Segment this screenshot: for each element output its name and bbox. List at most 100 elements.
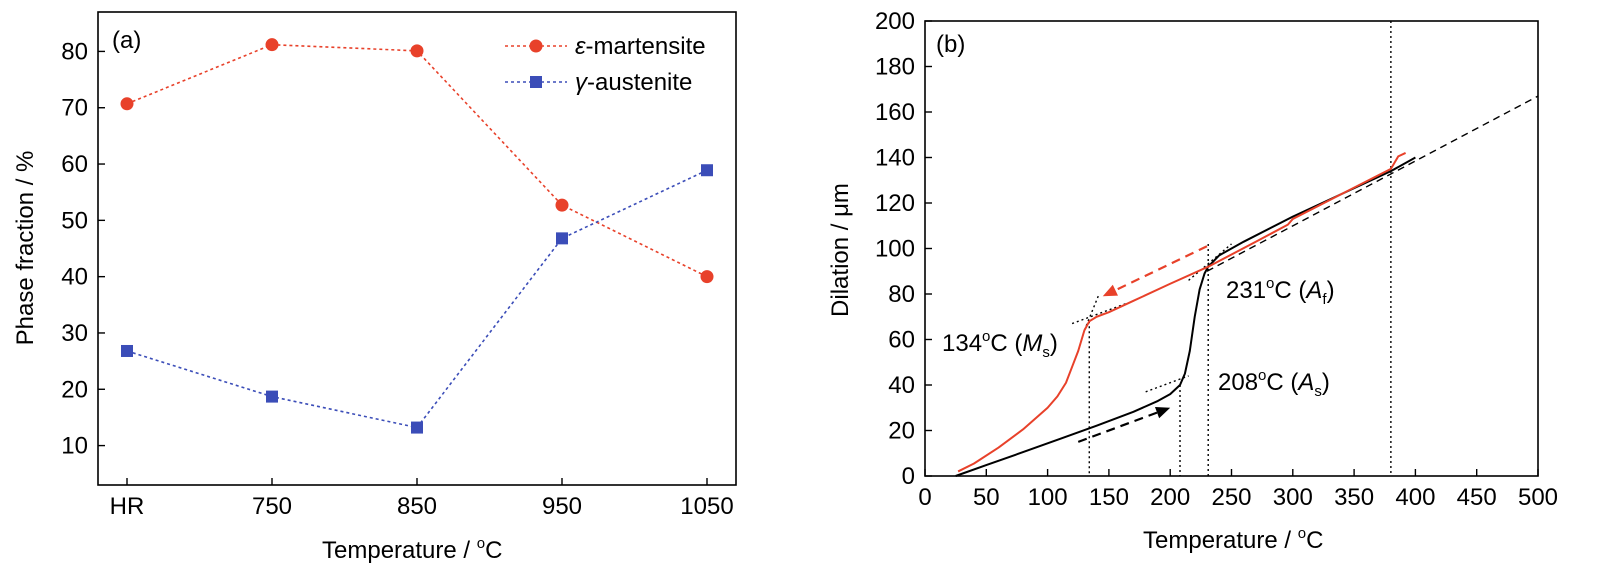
cooling-curve bbox=[957, 152, 1407, 473]
y-tick-label: 100 bbox=[875, 236, 915, 263]
heating-arrow-head bbox=[1154, 406, 1171, 419]
data-point-austenite bbox=[411, 421, 423, 434]
data-point-martensite bbox=[120, 97, 134, 111]
x-tick-label: 400 bbox=[1395, 484, 1435, 511]
annotation-af-symbol: A bbox=[1304, 277, 1322, 304]
annotation-af: 231oC (Af) bbox=[1226, 275, 1335, 308]
cooling-arrow-head bbox=[1102, 284, 1118, 297]
x-tick-label: 0 bbox=[918, 484, 931, 511]
y-tick-label: 40 bbox=[61, 264, 88, 291]
x-tick-label: 100 bbox=[1028, 484, 1068, 511]
x-tick-label: 200 bbox=[1150, 484, 1190, 511]
tangent-line bbox=[1206, 95, 1539, 272]
x-tick-label: 50 bbox=[973, 484, 1000, 511]
annotation-as-symbol: A bbox=[1296, 369, 1314, 396]
legend-name-austenite: -austenite bbox=[587, 69, 692, 96]
x-tick-label: HR bbox=[110, 493, 145, 520]
y-tick-label: 60 bbox=[888, 327, 915, 354]
annotation-af-temp: 231 bbox=[1226, 277, 1266, 304]
data-point-martensite bbox=[410, 44, 424, 58]
legend: ε-martensite γ-austenite bbox=[505, 33, 706, 96]
x-axis-title: Temperature / oC bbox=[322, 535, 502, 564]
y-tick-label: 20 bbox=[61, 376, 88, 403]
cooling-arrow-shaft bbox=[1114, 245, 1208, 292]
legend-marker-martensite bbox=[529, 39, 543, 53]
y-tick-label: 40 bbox=[888, 372, 915, 399]
x-axis-title: Temperature / oC bbox=[1143, 525, 1323, 554]
x-tick-label: 150 bbox=[1089, 484, 1129, 511]
dilation-curves bbox=[955, 152, 1416, 477]
x-tick-label: 750 bbox=[252, 493, 292, 520]
y-axis-title: Dilation / μm bbox=[827, 183, 854, 317]
annotation-as-degree: o bbox=[1258, 367, 1266, 384]
axis-ticks: 10 20 30 40 50 60 70 80 HR 750 850 950 1050 bbox=[61, 38, 733, 520]
y-tick-label: 10 bbox=[61, 433, 88, 460]
x-tick-label: 250 bbox=[1211, 484, 1251, 511]
y-tick-label: 140 bbox=[875, 145, 915, 172]
legend-label-austenite: γ-austenite bbox=[575, 69, 692, 96]
y-tick-label: 120 bbox=[875, 190, 915, 217]
annotation-as-unit: C ( bbox=[1266, 369, 1298, 396]
legend-greek-austenite: γ bbox=[575, 69, 589, 96]
y-tick-label: 30 bbox=[61, 320, 88, 347]
x-tick-label: 350 bbox=[1334, 484, 1374, 511]
panel-label: (b) bbox=[936, 31, 965, 58]
annotation-ms-unit: C ( bbox=[990, 330, 1022, 357]
data-point-austenite bbox=[556, 232, 568, 245]
y-tick-label: 180 bbox=[875, 54, 915, 81]
y-tick-label: 80 bbox=[888, 281, 915, 308]
annotation-ms-close: ) bbox=[1050, 330, 1058, 357]
phase-fraction-panel: 10 20 30 40 50 60 70 80 HR 750 850 950 1050 (a) ε-ma… bbox=[12, 11, 737, 564]
y-tick-label: 80 bbox=[61, 38, 88, 65]
annotation-as-temp: 208 bbox=[1218, 369, 1258, 396]
y-tick-label: 20 bbox=[888, 418, 915, 445]
legend-greek-martensite: ε bbox=[575, 33, 586, 60]
data-point-martensite bbox=[700, 270, 714, 284]
annotation-as-subscript: s bbox=[1314, 383, 1322, 400]
x-tick-label: 300 bbox=[1273, 484, 1313, 511]
y-tick-label: 0 bbox=[902, 463, 915, 490]
y-tick-label: 160 bbox=[875, 99, 915, 126]
x-axis-title-degree: o bbox=[477, 535, 485, 552]
annotation-af-subscript: f bbox=[1322, 291, 1327, 308]
legend-name-martensite: -martensite bbox=[586, 33, 706, 60]
annotation-ms: 134oC (Ms) bbox=[942, 328, 1058, 361]
x-axis-title-text: Temperature / bbox=[1143, 527, 1298, 554]
x-axis-title-text: Temperature / bbox=[322, 537, 477, 564]
legend-label-martensite: ε-martensite bbox=[575, 33, 706, 60]
annotation-as: 208oC (As) bbox=[1218, 367, 1330, 400]
y-tick-label: 50 bbox=[61, 207, 88, 234]
annotation-af-close: ) bbox=[1327, 277, 1335, 304]
data-point-martensite bbox=[265, 38, 279, 52]
y-axis-title: Phase fraction / % bbox=[12, 151, 39, 346]
x-tick-label: 450 bbox=[1457, 484, 1497, 511]
annotation-ms-subscript: s bbox=[1042, 344, 1050, 361]
x-tick-label: 1050 bbox=[680, 493, 733, 520]
y-tick-label: 60 bbox=[61, 151, 88, 178]
x-axis-title-degree: o bbox=[1298, 525, 1306, 542]
annotation-ms-temp: 134 bbox=[942, 330, 982, 357]
x-tick-label: 500 bbox=[1518, 484, 1558, 511]
annotation-ms-symbol: M bbox=[1022, 330, 1042, 357]
tangent-line bbox=[1188, 243, 1232, 281]
y-axis-title-text: Dilation / bbox=[827, 217, 854, 317]
annotation-as-close: ) bbox=[1322, 369, 1330, 396]
annotation-af-degree: o bbox=[1266, 275, 1274, 292]
axis-ticks: 0 50 100 150 200 250 300 350 400 450 500 0 20 40 60 80 1… bbox=[875, 8, 1558, 511]
heating-curve bbox=[955, 156, 1416, 477]
x-tick-label: 850 bbox=[397, 493, 437, 520]
panel-label: (a) bbox=[112, 27, 141, 54]
series-line-austenite bbox=[126, 169, 708, 429]
annotation-af-unit: C ( bbox=[1274, 277, 1306, 304]
series-group bbox=[120, 38, 714, 434]
annotation-ms-degree: o bbox=[982, 328, 990, 345]
dilation-panel: 0 50 100 150 200 250 300 350 400 450 500 0 20 40 60 80 1… bbox=[827, 8, 1558, 554]
legend-marker-austenite bbox=[530, 76, 542, 88]
y-tick-label: 200 bbox=[875, 8, 915, 35]
x-axis-title-unit: C bbox=[1306, 527, 1323, 554]
y-tick-label: 70 bbox=[61, 95, 88, 122]
x-axis-title-unit: C bbox=[485, 537, 502, 564]
data-point-austenite bbox=[266, 390, 278, 403]
tangent-line bbox=[1071, 302, 1128, 325]
data-point-martensite bbox=[555, 198, 569, 212]
